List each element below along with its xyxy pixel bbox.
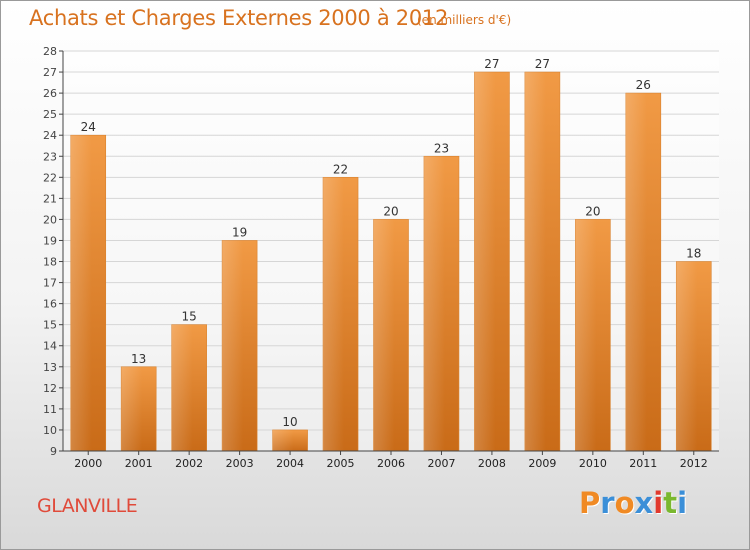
logo-letter: P <box>579 486 601 520</box>
bar-highlight <box>171 324 207 451</box>
bar-highlight <box>121 366 157 451</box>
data-label: 26 <box>636 78 651 92</box>
x-tick-label: 2001 <box>125 457 153 470</box>
data-label: 27 <box>535 57 550 71</box>
logo-letter: o <box>614 486 635 520</box>
x-tick-label: 2006 <box>377 457 405 470</box>
logo-letter: i <box>677 486 688 520</box>
x-tick-label: 2000 <box>74 457 102 470</box>
x-tick-label: 2003 <box>226 457 254 470</box>
y-tick-label: 18 <box>43 256 57 269</box>
chart-subtitle: (en milliers d'€) <box>417 13 512 27</box>
bar-highlight <box>676 261 712 451</box>
x-tick-label: 2010 <box>579 457 607 470</box>
y-tick-label: 12 <box>43 382 57 395</box>
bar-highlight <box>575 219 611 451</box>
data-label: 20 <box>383 204 398 218</box>
y-tick-label: 10 <box>43 424 57 437</box>
y-tick-label: 20 <box>43 213 57 226</box>
chart-title: Achats et Charges Externes 2000 à 2012 <box>29 6 449 30</box>
logo-letter: i <box>653 486 664 520</box>
y-tick-label: 24 <box>43 129 57 142</box>
bar-highlight <box>272 429 308 451</box>
x-tick-label: 2008 <box>478 457 506 470</box>
bar-highlight <box>222 240 258 451</box>
proxiti-logo: Proxiti <box>579 486 687 520</box>
logo-letter: t <box>663 486 678 520</box>
y-tick-label: 14 <box>43 340 57 353</box>
data-label: 10 <box>282 415 297 429</box>
bar-highlight <box>423 156 459 451</box>
y-tick-label: 11 <box>43 403 57 416</box>
logo-letter: r <box>600 486 615 520</box>
y-tick-label: 13 <box>43 361 57 374</box>
y-tick-label: 25 <box>43 108 57 121</box>
data-label: 27 <box>484 57 499 71</box>
y-tick-label: 15 <box>43 319 57 332</box>
data-label: 23 <box>434 141 449 155</box>
bar-highlight <box>625 93 661 452</box>
logo-letter: x <box>634 486 654 520</box>
x-tick-label: 2009 <box>528 457 556 470</box>
data-label: 18 <box>686 247 701 261</box>
y-tick-label: 27 <box>43 66 57 79</box>
bar-highlight <box>524 72 560 451</box>
y-tick-label: 9 <box>50 445 57 458</box>
x-tick-label: 2007 <box>427 457 455 470</box>
x-tick-label: 2011 <box>629 457 657 470</box>
x-tick-label: 2012 <box>680 457 708 470</box>
bar-highlight <box>70 135 106 452</box>
y-tick-label: 22 <box>43 171 57 184</box>
y-tick-label: 23 <box>43 150 57 163</box>
y-tick-label: 21 <box>43 192 57 205</box>
bar-highlight <box>373 219 409 451</box>
y-tick-label: 28 <box>43 45 57 58</box>
y-tick-label: 16 <box>43 298 57 311</box>
data-label: 15 <box>182 310 197 324</box>
data-label: 22 <box>333 162 348 176</box>
data-label: 24 <box>81 120 96 134</box>
data-label: 13 <box>131 352 146 366</box>
x-tick-label: 2002 <box>175 457 203 470</box>
x-tick-label: 2004 <box>276 457 304 470</box>
x-tick-label: 2005 <box>327 457 355 470</box>
data-label: 19 <box>232 225 247 239</box>
data-label: 20 <box>585 204 600 218</box>
y-tick-label: 19 <box>43 234 57 247</box>
y-tick-label: 26 <box>43 87 57 100</box>
bar-highlight <box>323 177 359 451</box>
city-name: GLANVILLE <box>37 495 138 517</box>
bar-highlight <box>474 72 510 451</box>
y-tick-label: 17 <box>43 277 57 290</box>
